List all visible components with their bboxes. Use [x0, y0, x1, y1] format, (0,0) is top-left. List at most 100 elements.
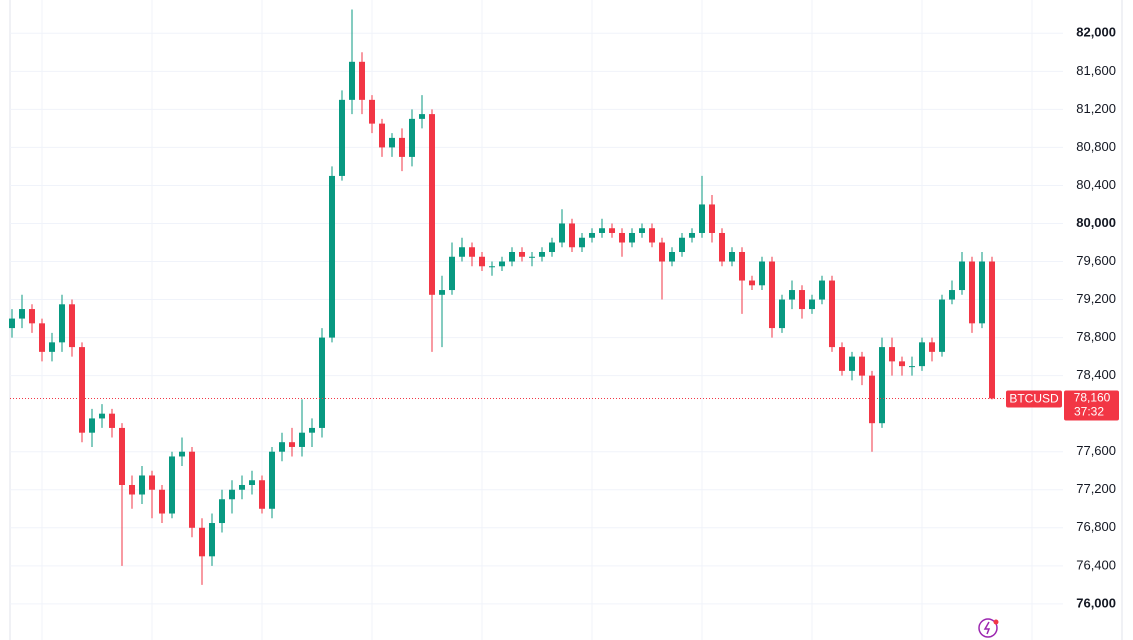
- y-tick-label: 76,800: [1076, 519, 1116, 534]
- candle-body: [329, 175, 335, 338]
- candle-body: [369, 99, 375, 124]
- candle-body: [949, 290, 955, 300]
- candle-body: [299, 432, 305, 447]
- candle-body: [129, 484, 135, 495]
- candle-body: [139, 475, 145, 495]
- candle-body: [449, 256, 455, 291]
- candle-body: [659, 242, 665, 262]
- candle-body: [809, 299, 815, 310]
- candle-body: [29, 309, 35, 324]
- candle-body: [899, 361, 905, 367]
- candle-body: [589, 232, 595, 238]
- candle-body: [39, 323, 45, 352]
- candle-body: [529, 256, 535, 258]
- candle-body: [849, 356, 855, 371]
- candle-body: [469, 247, 475, 257]
- candle-body: [739, 252, 745, 281]
- grid: 76,000 76,400 76,800 77,200 77,600 78,400 78,8…: [10, 25, 1116, 610]
- candle-body: [199, 527, 205, 557]
- y-tick-label: 82,000: [1076, 25, 1116, 40]
- candle-body: [599, 228, 605, 233]
- price-badge: [1064, 390, 1119, 421]
- candle-body: [409, 118, 415, 157]
- candle-body: [539, 252, 545, 257]
- candle-body: [419, 114, 425, 119]
- y-tick-label: 79,600: [1076, 253, 1116, 268]
- candle-body: [829, 280, 835, 348]
- candle-body: [629, 232, 635, 243]
- candle-body: [259, 480, 265, 509]
- candle-body: [219, 499, 225, 524]
- candle-body: [859, 356, 865, 376]
- y-tick-label: 76,400: [1076, 557, 1116, 572]
- candle-body: [889, 347, 895, 362]
- candle-body: [279, 442, 285, 452]
- countdown-label: 37:32: [1074, 405, 1104, 419]
- y-tick-label: 81,200: [1076, 101, 1116, 116]
- candle-body: [789, 290, 795, 300]
- candle-body: [399, 137, 405, 157]
- candle-body: [929, 342, 935, 352]
- candle-body: [99, 413, 105, 419]
- last-price-label: 78,160: [1074, 391, 1111, 405]
- candle-body: [819, 280, 825, 300]
- candle-body: [159, 489, 165, 514]
- candle-body: [579, 237, 585, 248]
- candle-body: [839, 347, 845, 371]
- candle-body: [319, 337, 325, 428]
- candle-body: [379, 123, 385, 148]
- y-tick-label: 78,800: [1076, 329, 1116, 344]
- candle-body: [729, 252, 735, 262]
- candle-body: [509, 252, 515, 262]
- candle-body: [69, 304, 75, 348]
- candle-body: [309, 427, 315, 433]
- candle-body: [59, 304, 65, 343]
- symbol-label: BTCUSD: [1009, 392, 1059, 406]
- candle-body: [19, 309, 25, 319]
- candle-body: [769, 261, 775, 329]
- candle-body: [429, 114, 435, 295]
- logo: [978, 618, 999, 638]
- y-tick-label: 78,400: [1076, 367, 1116, 382]
- candle-body: [639, 228, 645, 233]
- candle-body: [9, 318, 15, 329]
- candle-body: [209, 523, 215, 557]
- candle-body: [179, 451, 185, 457]
- candle-body: [519, 252, 525, 257]
- candle-body: [649, 228, 655, 243]
- candle-body: [609, 228, 615, 233]
- candle-body: [699, 204, 705, 233]
- candle-body: [689, 232, 695, 238]
- y-tick-label: 80,000: [1076, 215, 1116, 230]
- candle-body: [89, 418, 95, 433]
- candle-body: [229, 489, 235, 500]
- candle-body: [569, 223, 575, 248]
- candle-body: [109, 413, 115, 428]
- candle-body: [719, 232, 725, 262]
- candle-body: [559, 223, 565, 243]
- candle-body: [669, 252, 675, 262]
- symbol-badge: [1006, 390, 1062, 408]
- candle-body: [239, 484, 245, 490]
- y-tick-label: 76,000: [1076, 595, 1116, 610]
- candle-body: [479, 256, 485, 267]
- candle-body: [189, 451, 195, 528]
- candle-body: [959, 261, 965, 291]
- candle-body: [439, 290, 445, 295]
- candle-body: [869, 375, 875, 424]
- candle-body: [969, 261, 975, 324]
- candles: [9, 9, 995, 585]
- candle-body: [289, 442, 295, 447]
- candle-body: [779, 299, 785, 329]
- candle-body: [549, 242, 555, 253]
- candle-body: [709, 204, 715, 233]
- candle-body: [989, 261, 995, 399]
- candle-body: [879, 347, 885, 424]
- candle-body: [489, 266, 495, 268]
- candle-body: [459, 247, 465, 257]
- candle-body: [619, 232, 625, 243]
- y-tick-label: 77,200: [1076, 481, 1116, 496]
